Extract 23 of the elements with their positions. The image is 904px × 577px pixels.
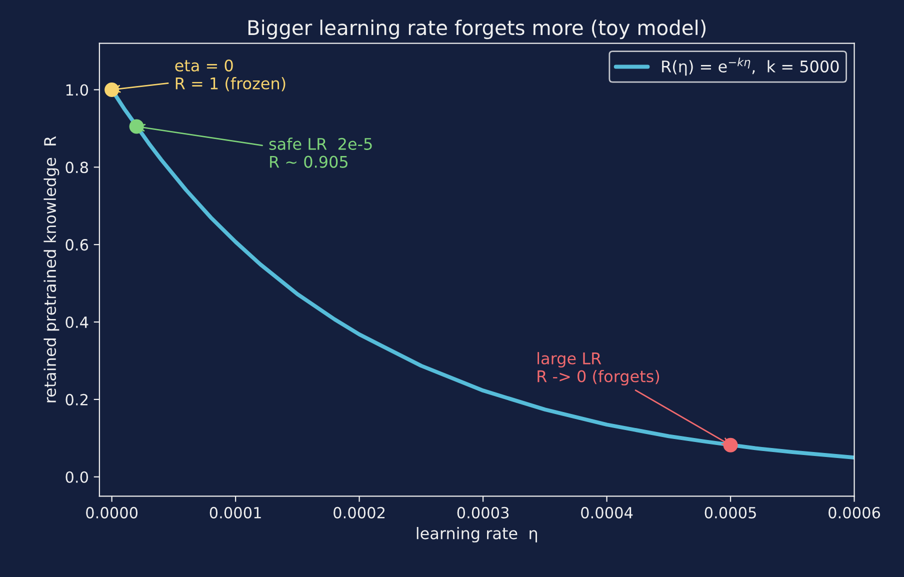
annotation: safe LR 2e-5 R ~ 0.905 [269,138,372,168]
y-tick-label: 1.0 [66,84,88,96]
chart-title: Bigger learning rate forgets more (toy model) [248,20,706,40]
x-tick-label: 0.0001 [210,506,261,518]
annotation: eta = 0 R = 1 (frozen) [175,59,286,92]
x-tick-label: 0.0002 [334,506,384,518]
point [104,82,120,98]
x-tick-label: 0.0005 [704,506,756,518]
x-tick-label: 0.0006 [828,506,880,518]
annotation: large LR R -> 0 (forgets) [538,352,660,386]
y-axis-title: retained pretrained knowledge R [44,136,60,402]
y-tick-label: 0.0 [66,471,88,483]
point [723,438,738,452]
point [129,119,144,134]
y-tick-label: 0.8 [66,162,88,174]
x-tick-label: 0.0000 [86,506,138,518]
y-tick-label: 0.2 [66,394,88,406]
x-axis-title: learning rate η [416,526,537,542]
x-tick-label: 0.0004 [581,506,633,518]
y-tick-label: 0.4 [66,316,88,328]
legend-label: R(η) = e$^{−kη}$, k = 5000 [662,58,839,76]
y-tick-label: 0.6 [66,239,88,251]
x-tick-label: 0.0003 [457,506,509,518]
